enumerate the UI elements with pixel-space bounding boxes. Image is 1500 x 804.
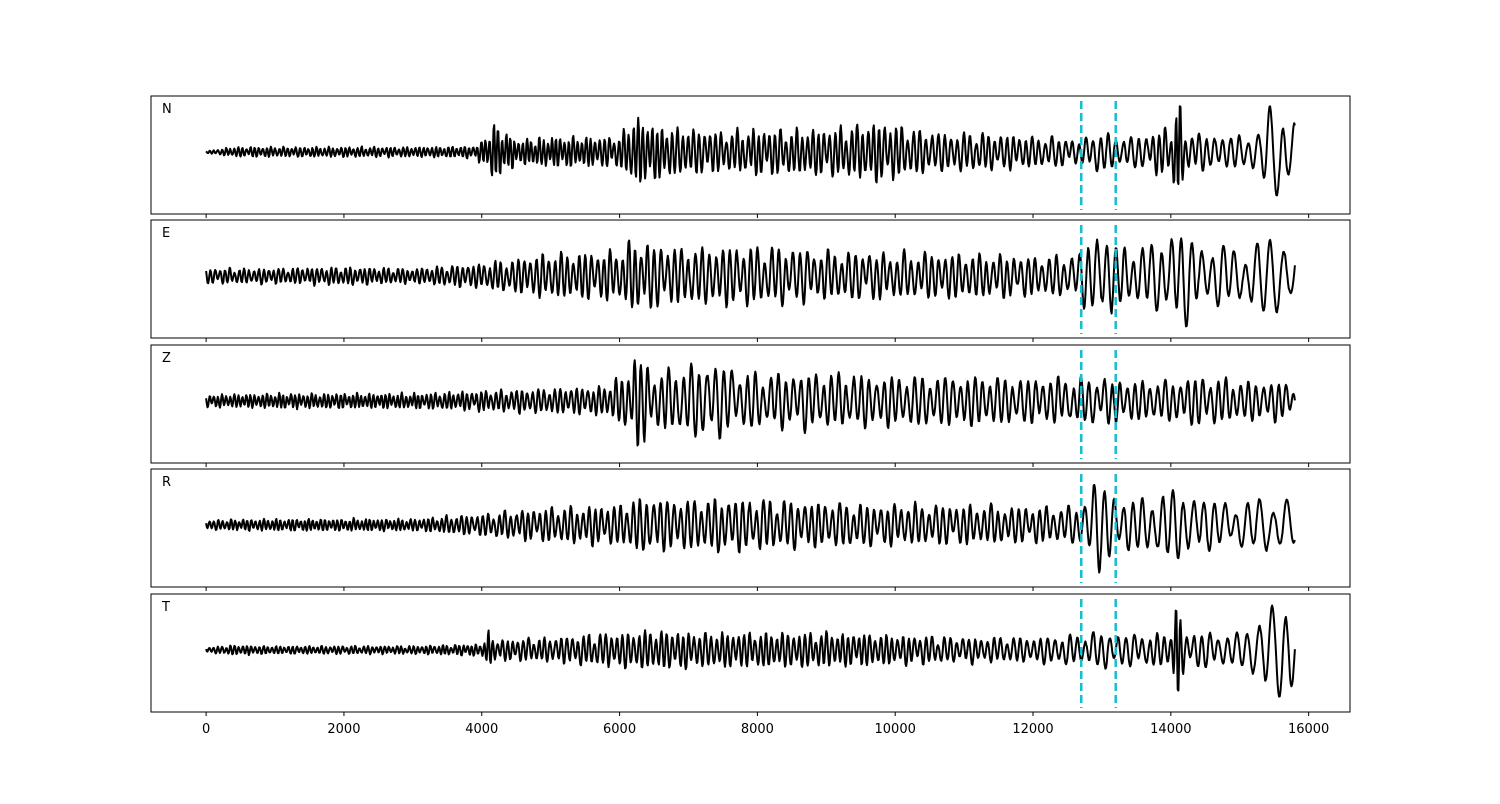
panel-t: T: [150, 593, 1351, 716]
x-tick-label: 2000: [327, 722, 360, 737]
panels-layer: N E Z R T: [150, 95, 1351, 716]
waveform-trace: [205, 237, 1296, 328]
panel-r: R: [150, 468, 1351, 591]
component-label: T: [161, 600, 170, 615]
panel-frame: [150, 593, 1351, 713]
x-tick-label: 12000: [1012, 722, 1053, 737]
waveform-trace: [205, 604, 1296, 698]
x-tick-label: 6000: [603, 722, 636, 737]
x-tick-label: 0: [202, 722, 210, 737]
component-label: Z: [162, 351, 171, 366]
panel-frame: [150, 344, 1351, 464]
waveform-trace: [205, 105, 1296, 197]
panel-frame: [150, 95, 1351, 215]
x-tick-label: 4000: [465, 722, 498, 737]
panel-n: N: [150, 95, 1351, 218]
component-label: R: [162, 475, 171, 490]
panel-frame: [150, 219, 1351, 339]
panel-frame: [150, 468, 1351, 588]
x-tick-label: 14000: [1150, 722, 1191, 737]
component-label: N: [162, 102, 172, 117]
component-label: E: [162, 226, 170, 241]
waveform-trace: [205, 359, 1296, 447]
panel-e: E: [150, 219, 1351, 342]
waveform-trace: [205, 484, 1296, 574]
x-tick-label: 8000: [741, 722, 774, 737]
x-axis: 0 2000 4000 6000 8000 10000 12000 14000 16000: [202, 722, 1329, 737]
panel-z: Z: [150, 344, 1351, 467]
x-tick-label: 16000: [1288, 722, 1329, 737]
x-tick-label: 10000: [875, 722, 916, 737]
